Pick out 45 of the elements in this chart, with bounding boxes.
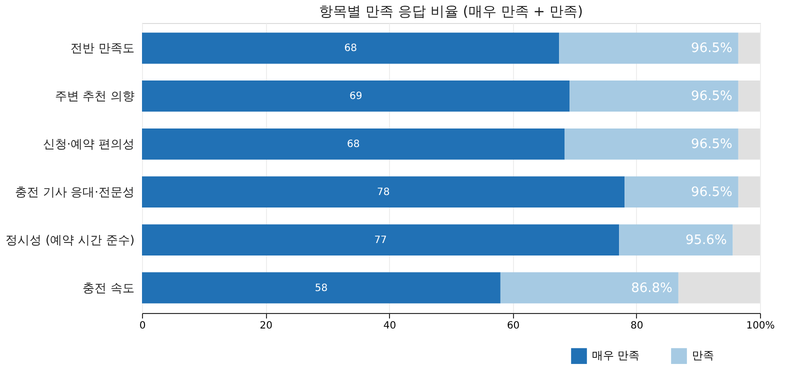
bar: [619, 224, 733, 256]
y-tick-label: 충전 기사 응대·전문성: [15, 184, 134, 199]
bar: [142, 128, 565, 160]
y-tick-label: 충전 속도: [82, 280, 134, 295]
data-label: 69: [349, 91, 362, 102]
x-tick-label: 100%: [746, 320, 775, 332]
x-tick-label: 60: [506, 320, 520, 332]
bar: [738, 80, 760, 112]
data-label: 77: [374, 234, 387, 246]
y-tick-label: 전반 만족도: [70, 41, 134, 56]
bar: [500, 272, 678, 304]
data-label: 78: [376, 186, 390, 198]
annotation: 86.8%: [631, 280, 672, 296]
data-label: 68: [344, 43, 357, 54]
bar: [142, 272, 500, 304]
x-tick-label: 80: [630, 320, 644, 332]
annotation: 96.5%: [691, 184, 732, 200]
y-tick-label: 신청·예약 편의성: [42, 137, 134, 152]
bar: [678, 272, 760, 304]
annotation: 96.5%: [691, 137, 732, 152]
data-label: 68: [346, 139, 360, 150]
annotation: 96.5%: [691, 41, 732, 56]
bar: [142, 80, 570, 112]
data-label: 58: [314, 282, 328, 294]
bar: [738, 176, 760, 208]
y-tick-label: 정시성 (예약 시간 준수): [6, 232, 134, 247]
x-tick-label: 40: [383, 320, 396, 332]
chart-title: 항목별 만족 응답 비율 (매우 만족 + 만족): [319, 4, 583, 20]
bar: [142, 224, 620, 256]
bar: [738, 128, 760, 160]
bar: [732, 224, 760, 256]
bar: [559, 32, 738, 64]
bar: [142, 176, 625, 208]
annotation: 95.6%: [685, 232, 727, 248]
legend-label: 매우 만족: [592, 349, 640, 362]
bar: [570, 80, 738, 112]
bar: [564, 128, 738, 160]
bar: [624, 176, 738, 208]
bar: [142, 32, 560, 64]
x-tick-label: 0: [139, 320, 146, 332]
x-tick-label: 20: [260, 320, 272, 332]
y-tick-label: 주변 추천 의향: [54, 89, 134, 104]
legend-label: 만족: [692, 349, 714, 362]
annotation: 96.5%: [691, 89, 732, 104]
bar: [738, 32, 760, 64]
